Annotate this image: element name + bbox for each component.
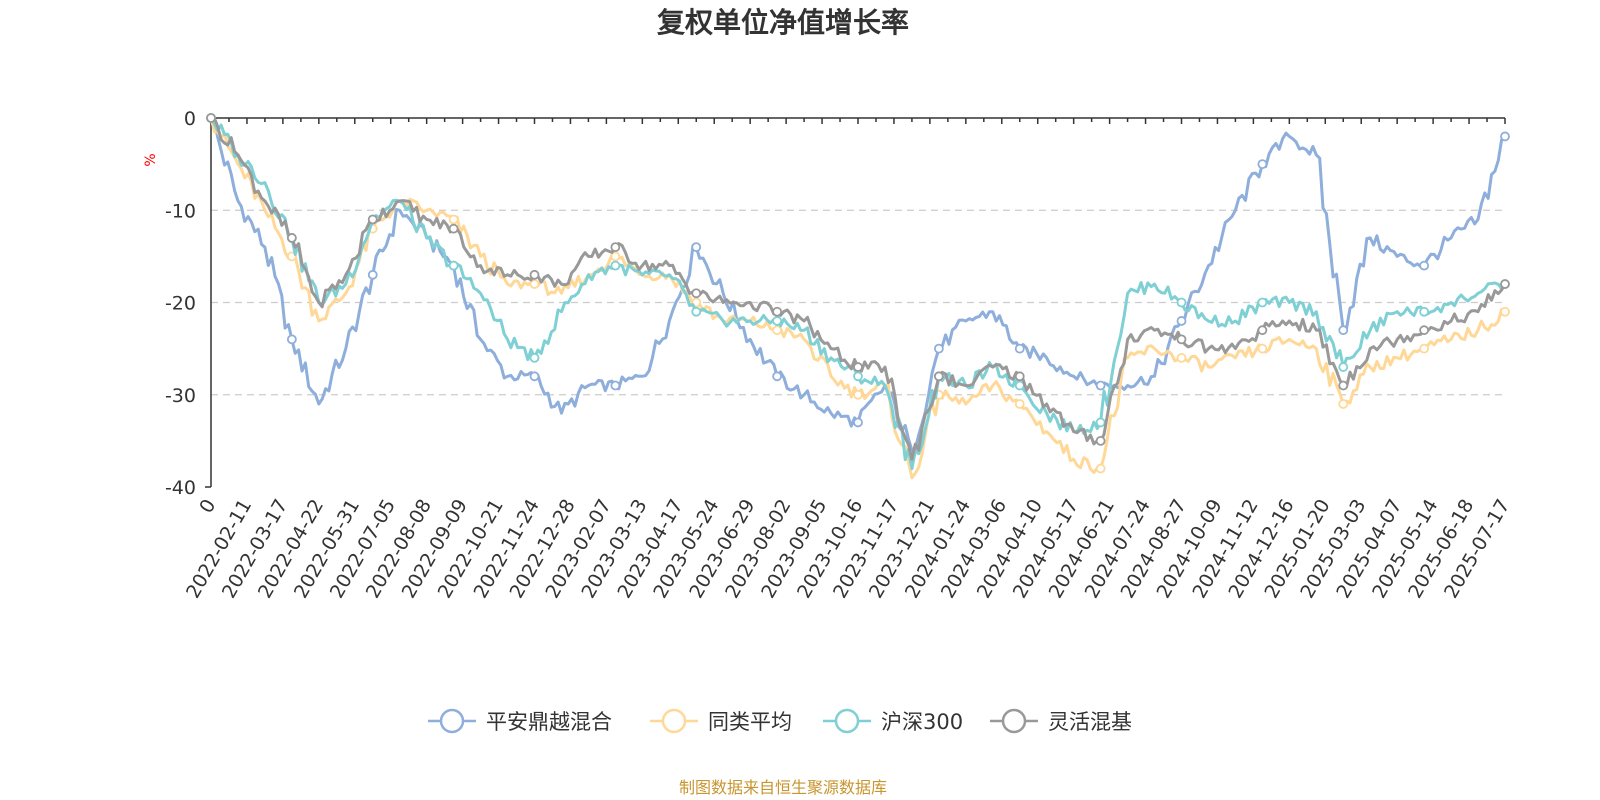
data-point <box>1419 325 1430 336</box>
legend-label: 同类平均 <box>708 710 792 734</box>
legend-marker-icon <box>439 708 465 734</box>
data-point <box>1338 380 1349 391</box>
data-point <box>1257 325 1268 336</box>
data-point <box>853 362 863 372</box>
data-point <box>853 417 863 428</box>
data-point <box>1014 343 1025 354</box>
data-point <box>772 316 783 326</box>
data-point <box>772 325 783 336</box>
data-point <box>1338 362 1349 372</box>
data-point <box>691 288 702 299</box>
series-line-3 <box>209 116 1507 461</box>
data-point <box>1176 297 1187 308</box>
legend-label: 沪深300 <box>881 710 963 734</box>
data-point <box>448 223 459 234</box>
series-line-0 <box>209 116 1507 452</box>
y-tick-label: -10 <box>165 200 196 222</box>
data-point <box>1176 316 1187 326</box>
data-point <box>1014 380 1025 391</box>
data-point <box>1419 306 1430 317</box>
data-point <box>853 389 863 400</box>
legend-item-1[interactable]: 同类平均 <box>650 708 792 734</box>
data-point <box>933 343 944 354</box>
legend[interactable]: 平安鼎越混合 同类平均 沪深300 灵活混基 <box>428 708 1132 734</box>
data-point <box>1500 131 1510 142</box>
data-point <box>691 306 702 317</box>
data-point <box>529 352 540 363</box>
x-tick-label: 0 <box>195 496 220 517</box>
data-point <box>691 242 702 253</box>
data-point <box>610 251 621 262</box>
data-point <box>448 260 459 271</box>
legend-item-3[interactable]: 灵活混基 <box>990 708 1132 734</box>
data-point <box>772 371 783 382</box>
chart-title: 复权单位净值增长率 <box>657 6 909 39</box>
data-point <box>1095 463 1106 474</box>
data-point <box>1095 380 1106 391</box>
data-point <box>206 113 216 123</box>
data-point <box>1500 306 1510 317</box>
legend-marker-icon <box>661 708 687 734</box>
legend-item-2[interactable]: 沪深300 <box>823 708 963 734</box>
y-tick-label: 0 <box>184 108 196 130</box>
data-point <box>1095 435 1106 446</box>
y-axis-unit: % <box>143 153 159 166</box>
data-point <box>1257 343 1268 354</box>
data-point <box>448 214 459 225</box>
legend-marker-icon <box>834 708 860 734</box>
data-point <box>367 214 378 225</box>
data-point <box>1500 279 1510 289</box>
series-lines <box>206 113 1510 480</box>
y-tick-label: -40 <box>165 477 196 499</box>
data-point <box>1338 399 1349 409</box>
data-point <box>1014 399 1025 409</box>
y-tick-label: -30 <box>165 385 196 407</box>
data-point <box>610 242 621 253</box>
series-line-2 <box>209 116 1507 471</box>
y-tick-label: -20 <box>165 293 196 315</box>
data-point <box>1176 352 1187 363</box>
data-point <box>933 371 944 382</box>
data-point <box>367 269 378 280</box>
data-point <box>1176 334 1187 345</box>
data-point <box>529 279 540 289</box>
data-point <box>286 334 297 345</box>
data-point <box>1338 325 1349 336</box>
data-point <box>1419 343 1430 354</box>
data-point <box>610 260 621 271</box>
legend-label: 平安鼎越混合 <box>486 710 612 734</box>
data-point <box>1014 371 1025 382</box>
data-point <box>772 306 783 317</box>
data-point <box>1257 159 1268 170</box>
data-point <box>1257 297 1268 308</box>
legend-item-0[interactable]: 平安鼎越混合 <box>428 708 612 734</box>
data-point <box>529 269 540 280</box>
data-point <box>853 371 863 382</box>
data-point <box>1419 260 1430 271</box>
data-point <box>529 371 540 382</box>
data-source-note: 制图数据来自恒生聚源数据库 <box>679 778 887 797</box>
legend-label: 灵活混基 <box>1048 710 1132 734</box>
data-point <box>610 380 621 391</box>
data-point <box>1095 417 1106 428</box>
data-point <box>286 233 297 243</box>
legend-marker-icon <box>1001 708 1027 734</box>
